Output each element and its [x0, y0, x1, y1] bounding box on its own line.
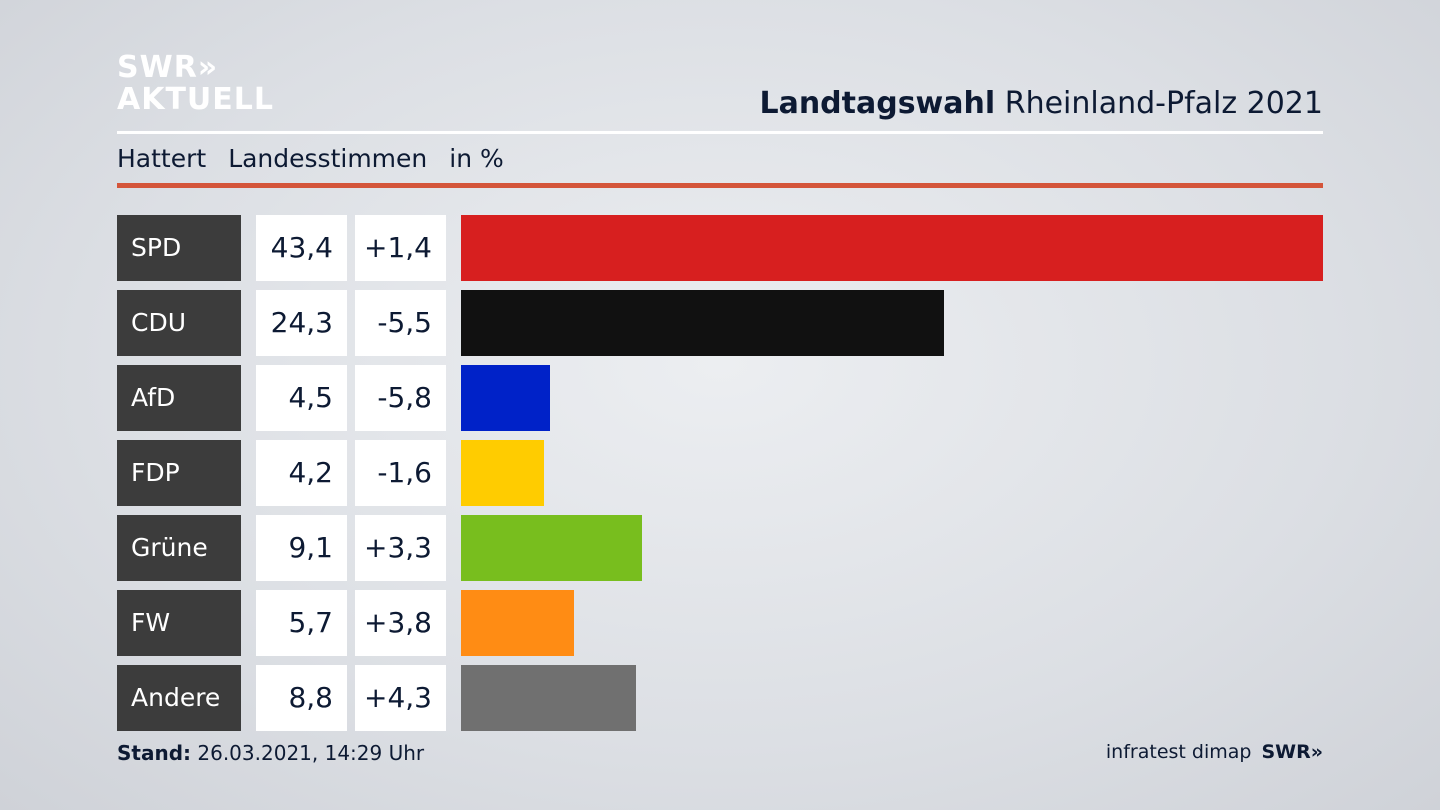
bar — [461, 440, 545, 506]
diff-label: -5,8 — [355, 365, 446, 431]
swr-aktuell-logo: SWR» AKTUELL — [117, 50, 275, 117]
page-title: Landtagswahl Rheinland-Pfalz 2021 — [759, 86, 1323, 121]
bar — [461, 665, 636, 731]
accent-divider — [117, 183, 1323, 188]
diff-label: +3,8 — [355, 590, 446, 656]
diff-label: +4,3 — [355, 665, 446, 731]
party-label: FW — [117, 590, 241, 656]
bar — [461, 215, 1323, 281]
value-label: 24,3 — [256, 290, 347, 356]
bar — [461, 365, 551, 431]
bar — [461, 590, 575, 656]
divider — [117, 131, 1323, 134]
subtitle: Hattert Landesstimmen in % — [117, 144, 504, 173]
diff-label: -5,5 — [355, 290, 446, 356]
value-label: 5,7 — [256, 590, 347, 656]
diff-label: -1,6 — [355, 440, 446, 506]
party-label: Andere — [117, 665, 241, 731]
timestamp: Stand: 26.03.2021, 14:29 Uhr — [117, 741, 425, 765]
diff-label: +3,3 — [355, 515, 446, 581]
value-label: 8,8 — [256, 665, 347, 731]
source: infratest dimap SWR» — [1105, 741, 1323, 763]
party-label: CDU — [117, 290, 241, 356]
value-label: 9,1 — [256, 515, 347, 581]
party-label: SPD — [117, 215, 241, 281]
value-label: 4,2 — [256, 440, 347, 506]
bar — [461, 290, 944, 356]
value-label: 4,5 — [256, 365, 347, 431]
party-label: AfD — [117, 365, 241, 431]
party-label: Grüne — [117, 515, 241, 581]
party-label: FDP — [117, 440, 241, 506]
bar — [461, 515, 642, 581]
value-label: 43,4 — [256, 215, 347, 281]
diff-label: +1,4 — [355, 215, 446, 281]
